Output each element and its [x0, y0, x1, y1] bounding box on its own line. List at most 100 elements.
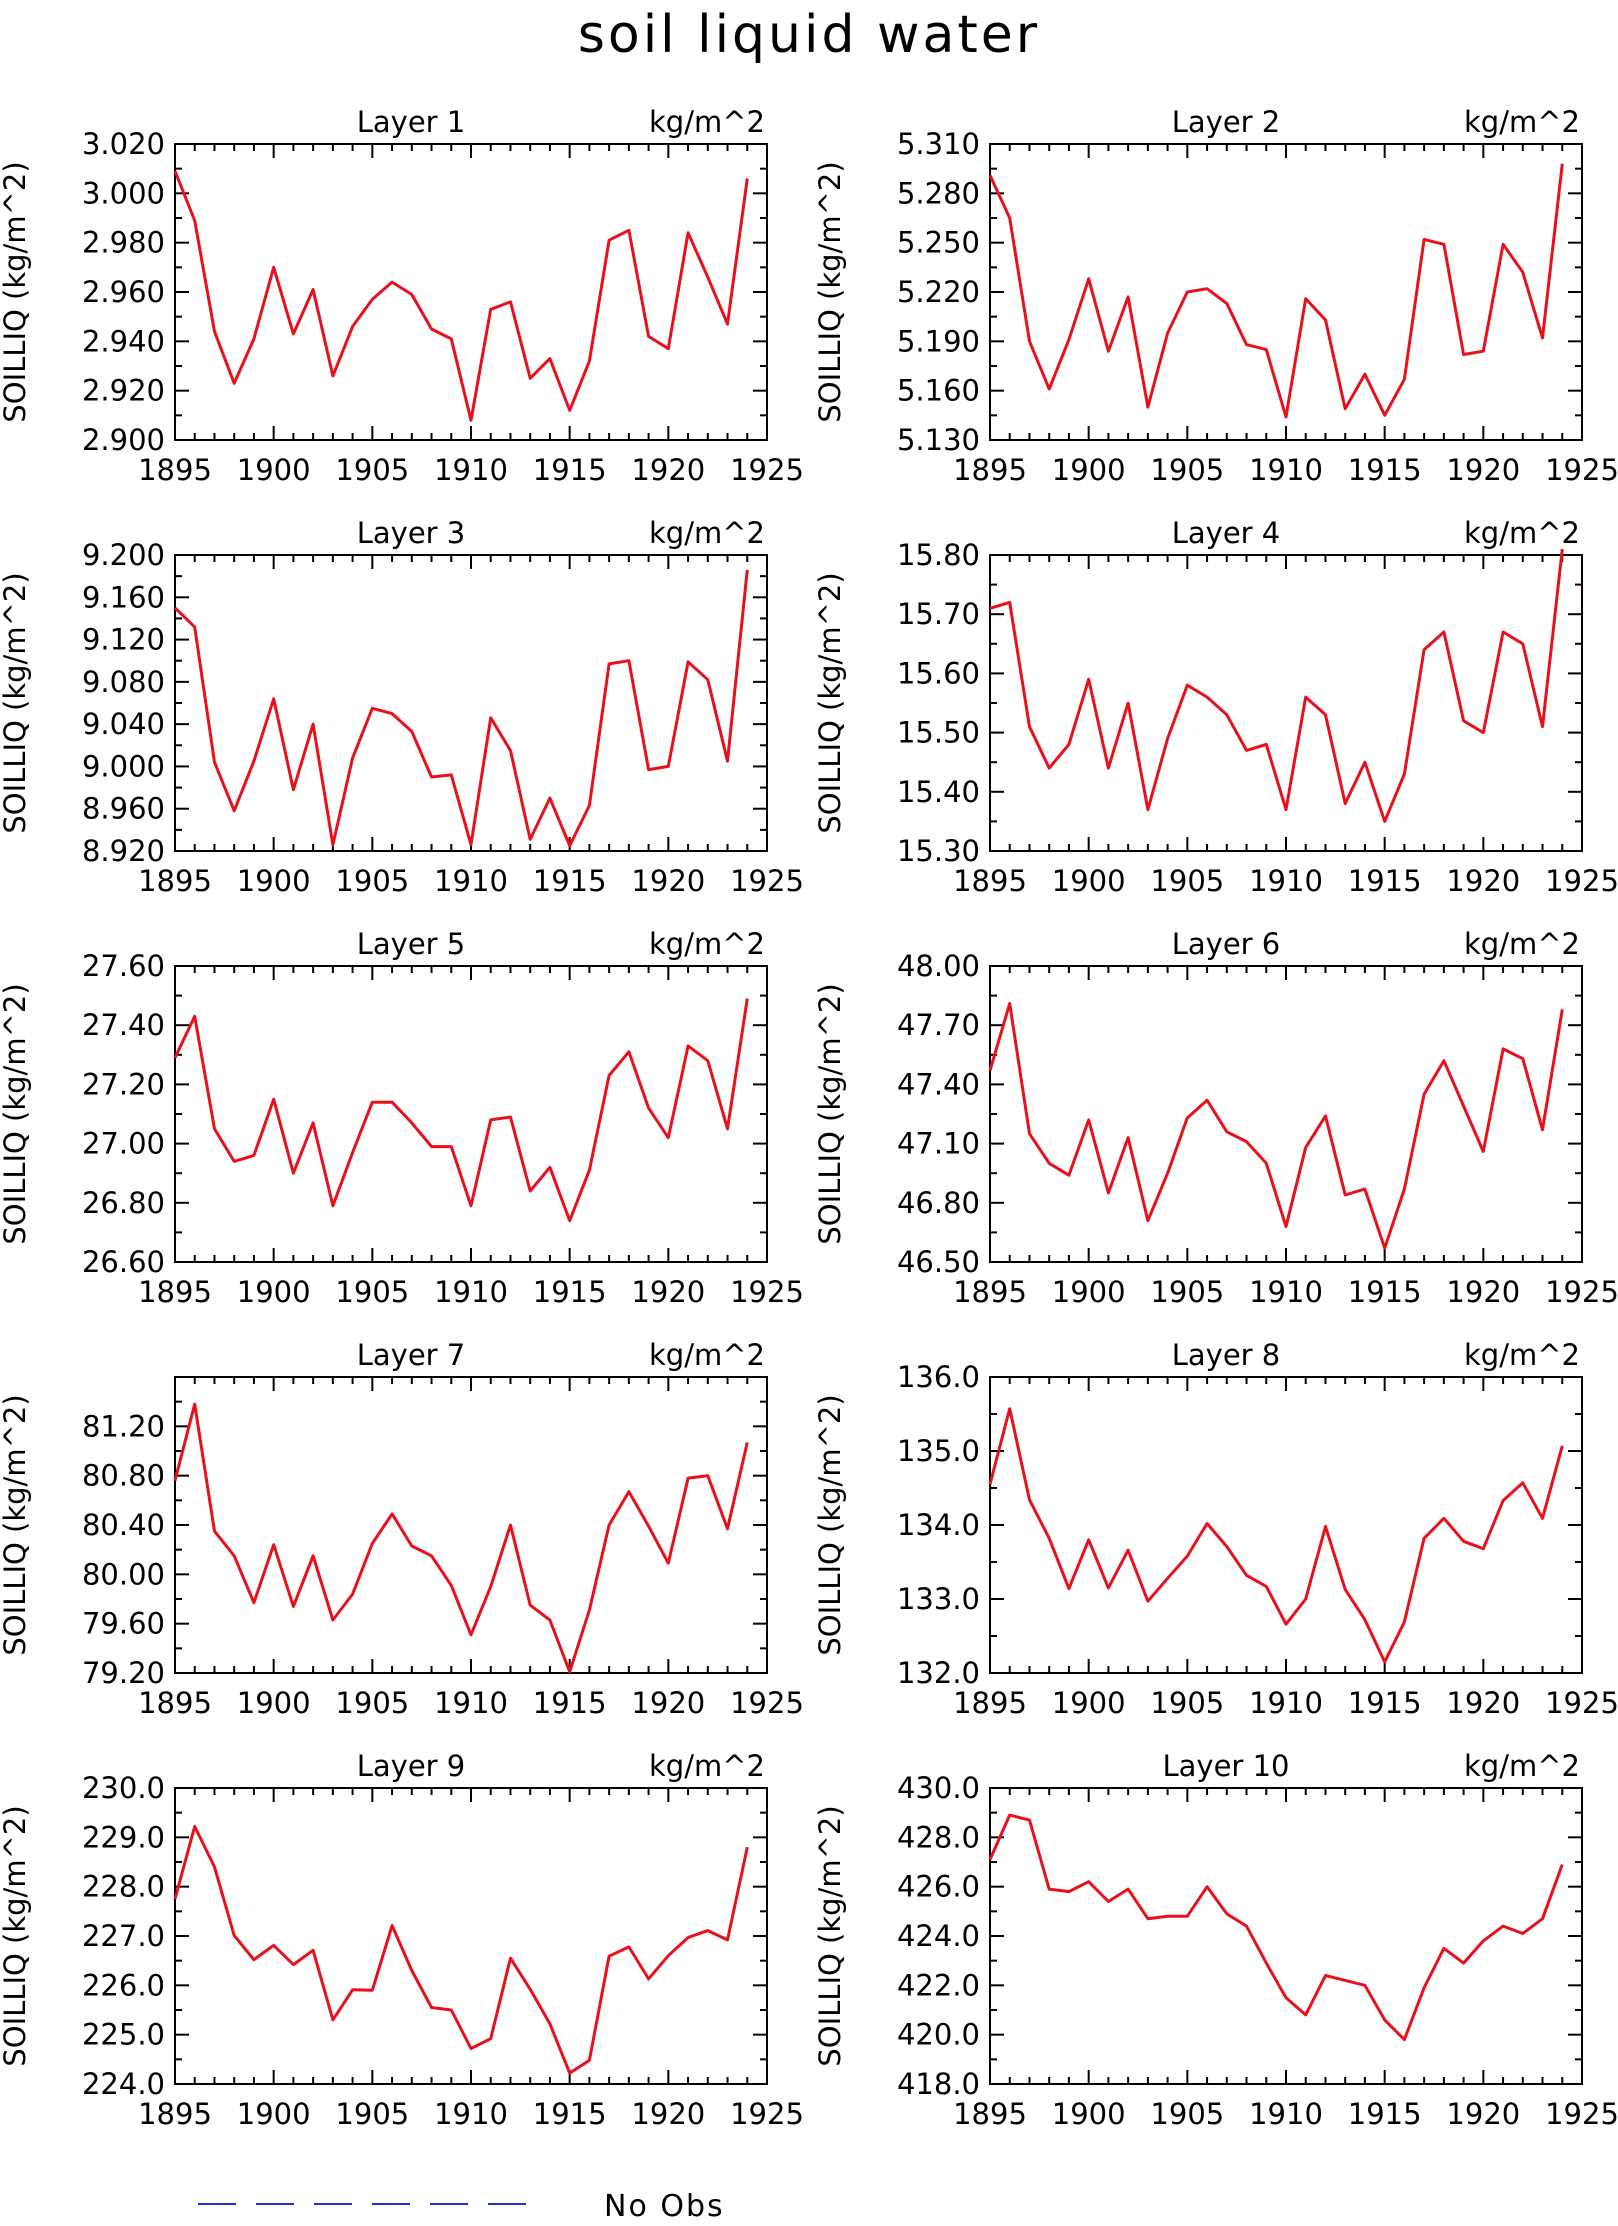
y-tick-label: 80.00 — [82, 1557, 165, 1591]
plot-frame — [174, 965, 768, 1263]
y-tick-label: 81.20 — [82, 1409, 165, 1443]
x-tick-label: 1910 — [434, 453, 508, 487]
x-tick-label: 1920 — [1446, 1275, 1520, 1309]
x-tick-label: 1910 — [1249, 1686, 1323, 1720]
y-axis-label: SOILLIQ (kg/m^2) — [0, 161, 32, 422]
y-tick-label: 15.70 — [897, 597, 980, 631]
x-tick-label: 1895 — [138, 2097, 212, 2131]
y-tick-label: 229.0 — [82, 1820, 165, 1854]
y-tick-label: 2.900 — [82, 423, 165, 457]
x-tick-label: 1920 — [631, 453, 705, 487]
x-tick-label: 1905 — [1150, 864, 1224, 898]
x-tick-label: 1915 — [533, 1275, 607, 1309]
y-axis-label: SOILLIQ (kg/m^2) — [813, 161, 847, 422]
y-tick-label: 224.0 — [82, 2067, 165, 2101]
y-tick-label: 27.40 — [82, 1008, 165, 1042]
panel-units: kg/m^2 — [649, 927, 765, 961]
y-tick-label: 15.30 — [897, 834, 980, 868]
plot-frame — [174, 554, 768, 852]
x-tick-label: 1905 — [335, 864, 409, 898]
x-tick-label: 1895 — [953, 2097, 1027, 2131]
panel-title: Layer 10 — [1163, 1749, 1290, 1783]
y-tick-label: 48.00 — [897, 949, 980, 983]
y-tick-label: 3.020 — [82, 127, 165, 161]
x-tick-label: 1900 — [237, 1686, 311, 1720]
y-tick-label: 47.70 — [897, 1008, 980, 1042]
x-tick-label: 1910 — [434, 864, 508, 898]
y-tick-label: 26.60 — [82, 1245, 165, 1279]
panel-3: 1895 1900 1905 1910 1915 1920 1925 8.920 8.960 9.… — [0, 516, 804, 898]
y-tick-label: 80.80 — [82, 1459, 165, 1493]
panel-10: 1895 1900 1905 1910 1915 1920 1925 418.0 420.0 42… — [813, 1749, 1618, 2131]
x-tick-label: 1900 — [1052, 453, 1126, 487]
y-tick-label: 46.80 — [897, 1186, 980, 1220]
y-tick-label: 46.50 — [897, 1245, 980, 1279]
series-line — [988, 163, 1564, 419]
y-axis-label: SOILLIQ (kg/m^2) — [813, 1805, 847, 2066]
x-tick-label: 1905 — [335, 1686, 409, 1720]
x-tick-label: 1900 — [237, 864, 311, 898]
y-tick-label: 47.40 — [897, 1067, 980, 1101]
plot-frame — [174, 1787, 768, 2085]
y-tick-label: 9.080 — [82, 665, 165, 699]
x-tick-label: 1900 — [1052, 1686, 1126, 1720]
series-line — [989, 548, 1564, 823]
x-tick-label: 1920 — [631, 864, 705, 898]
y-tick-label: 2.940 — [82, 324, 165, 358]
y-tick-label: 8.920 — [82, 834, 165, 868]
panel-title: Layer 1 — [357, 105, 466, 139]
x-tick-label: 1905 — [335, 1275, 409, 1309]
x-tick-label: 1925 — [1545, 2097, 1618, 2131]
y-tick-label: 5.220 — [897, 275, 980, 309]
x-tick-label: 1905 — [1150, 1275, 1224, 1309]
panel-units: kg/m^2 — [649, 516, 765, 550]
series-line — [173, 998, 749, 1223]
x-tick-label: 1910 — [1249, 864, 1323, 898]
x-tick-label: 1900 — [1052, 864, 1126, 898]
x-tick-label: 1925 — [730, 1275, 804, 1309]
panel-units: kg/m^2 — [649, 105, 765, 139]
y-tick-label: 26.80 — [82, 1186, 165, 1220]
x-tick-label: 1895 — [953, 1275, 1027, 1309]
x-tick-label: 1920 — [631, 1275, 705, 1309]
y-tick-label: 15.80 — [897, 538, 980, 572]
panel-title: Layer 4 — [1172, 516, 1281, 550]
y-tick-label: 420.0 — [897, 2018, 980, 2052]
y-tick-label: 27.60 — [82, 949, 165, 983]
panel-2: 1895 1900 1905 1910 1915 1920 1925 5.130 5.160 5.… — [813, 105, 1618, 487]
series-line — [173, 569, 749, 848]
panel-units: kg/m^2 — [649, 1338, 765, 1372]
y-tick-label: 27.20 — [82, 1067, 165, 1101]
y-tick-label: 80.40 — [82, 1508, 165, 1542]
x-tick-label: 1910 — [1249, 1275, 1323, 1309]
series-line — [988, 1813, 1564, 2042]
y-tick-label: 227.0 — [82, 1919, 165, 1953]
y-axis-label: SOILLIQ (kg/m^2) — [0, 983, 32, 1244]
x-tick-label: 1920 — [631, 1686, 705, 1720]
x-tick-label: 1915 — [533, 453, 607, 487]
y-tick-label: 8.960 — [82, 792, 165, 826]
y-tick-label: 5.190 — [897, 324, 980, 358]
panel-units: kg/m^2 — [1464, 927, 1580, 961]
x-tick-label: 1895 — [138, 453, 212, 487]
panel-title: Layer 6 — [1172, 927, 1281, 961]
panels-container: 1895 1900 1905 1910 1915 1920 1925 2.900 2.920 2.… — [0, 105, 1618, 2131]
y-tick-label: 2.920 — [82, 374, 165, 408]
panel-1: 1895 1900 1905 1910 1915 1920 1925 2.900 2.920 2.… — [0, 105, 804, 487]
x-tick-label: 1925 — [1545, 1275, 1618, 1309]
y-tick-label: 424.0 — [897, 1919, 980, 1953]
x-tick-label: 1900 — [1052, 2097, 1126, 2131]
y-tick-label: 2.960 — [82, 275, 165, 309]
x-tick-label: 1915 — [533, 2097, 607, 2131]
panel-title: Layer 3 — [357, 516, 466, 550]
y-tick-label: 426.0 — [897, 1870, 980, 1904]
series-line — [173, 170, 749, 422]
series-line — [173, 1402, 749, 1674]
y-tick-label: 9.120 — [82, 623, 165, 657]
figure-title: soil liquid water — [578, 5, 1040, 65]
x-tick-label: 1900 — [237, 1275, 311, 1309]
x-tick-label: 1915 — [533, 1686, 607, 1720]
panel-8: 1895 1900 1905 1910 1915 1920 1925 132.0 133.0 13… — [813, 1338, 1618, 1720]
y-tick-label: 228.0 — [82, 1870, 165, 1904]
